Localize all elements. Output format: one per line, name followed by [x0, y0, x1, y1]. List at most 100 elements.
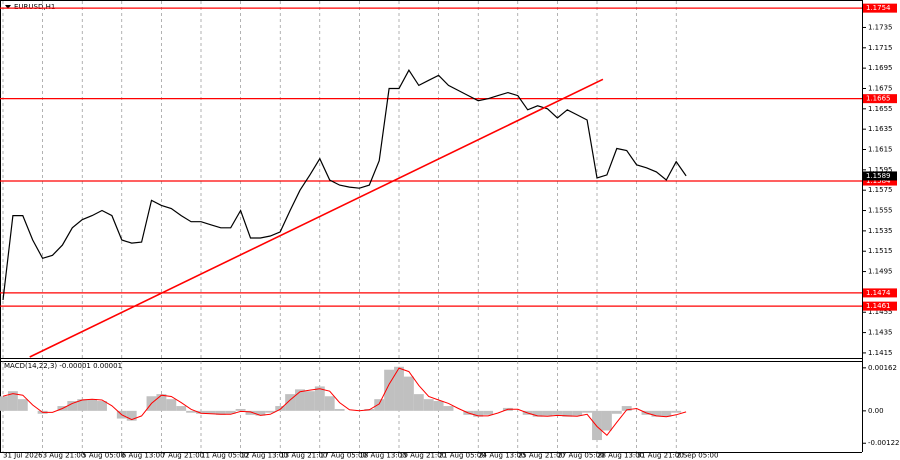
- level-label: 1.1584: [866, 177, 891, 185]
- histogram-bar: [394, 366, 404, 411]
- y-tick-label: 1.1635: [868, 125, 893, 133]
- histogram-bar: [374, 399, 385, 411]
- histogram-bar: [245, 410, 256, 415]
- y-tick-label: 0.00162: [868, 364, 897, 372]
- histogram-bar: [166, 399, 177, 411]
- histogram-bar: [552, 410, 563, 415]
- level-label-bg: [863, 288, 897, 298]
- y-tick-label: 1.1435: [868, 329, 893, 337]
- x-tick-label: 5 Aug 05:00: [82, 452, 125, 460]
- histogram-bar: [67, 401, 78, 411]
- y-tick-label: 1.1675: [868, 84, 893, 92]
- histogram-bar: [423, 399, 434, 411]
- y-tick-label: 1.1615: [868, 146, 893, 154]
- histogram-bar: [0, 396, 8, 411]
- x-tick-label: 6 Aug 13:00: [122, 452, 165, 460]
- x-tick-label: 2 Sep 05:00: [676, 452, 718, 460]
- x-tick-label: 28 Aug 13:00: [597, 452, 644, 460]
- x-tick-label: 31 Aug 21:00: [637, 452, 684, 460]
- x-tick-label: 11 Aug 05:00: [201, 452, 248, 460]
- histogram-bar: [582, 410, 593, 413]
- histogram-bar: [265, 410, 276, 413]
- chart-title: EURUSD,H1: [14, 3, 55, 11]
- level-label-bg: [863, 301, 897, 311]
- histogram-bar: [314, 386, 325, 411]
- histogram-bar: [443, 406, 454, 411]
- y-tick-label: 0.00: [868, 407, 884, 415]
- histogram-bar: [572, 410, 583, 416]
- histogram-bar: [601, 410, 612, 431]
- x-tick-label: 25 Aug 21:00: [518, 452, 565, 460]
- title-arrow: [5, 5, 11, 9]
- level-label-bg: [863, 94, 897, 104]
- histogram-bar: [97, 401, 107, 411]
- x-tick-label: 17 Aug 05:00: [320, 452, 367, 460]
- histogram-bar: [285, 394, 296, 411]
- histogram-bar: [384, 369, 395, 411]
- histogram-bar: [651, 410, 662, 417]
- signal-line: [2, 367, 687, 437]
- y-tick-label: 1.1575: [868, 186, 893, 194]
- y-tick-label: 1.1695: [868, 64, 893, 72]
- y-tick-label: 1.1715: [868, 44, 893, 52]
- level-label: 1.1754: [866, 4, 891, 12]
- histogram-bar: [413, 394, 424, 411]
- histogram-bar: [661, 410, 672, 417]
- histogram-bar: [215, 410, 226, 415]
- histogram-bar: [542, 410, 553, 416]
- x-tick-label: 19 Aug 21:00: [399, 452, 446, 460]
- x-tick-label: 21 Aug 05:00: [439, 452, 486, 460]
- histogram-bar: [176, 406, 187, 411]
- trend-line: [29, 78, 604, 358]
- y-tick-label: 1.1495: [868, 268, 893, 276]
- y-tick-label: 1.1735: [868, 23, 893, 31]
- histogram-bar: [235, 408, 246, 411]
- x-tick-label: 18 Aug 13:00: [359, 452, 406, 460]
- histogram-bar: [592, 410, 602, 441]
- y-tick-label: 1.1455: [868, 308, 893, 316]
- x-tick-label: 7 Aug 21:00: [161, 452, 204, 460]
- histogram-bar: [7, 391, 18, 411]
- level-label: 1.1665: [866, 95, 891, 103]
- level-label: 1.1461: [866, 302, 891, 310]
- histogram-bar: [473, 410, 484, 417]
- y-tick-label: 1.1515: [868, 247, 893, 255]
- histogram-bar: [196, 410, 206, 414]
- histogram-bar: [562, 410, 573, 417]
- y-tick-label: 1.1555: [868, 207, 893, 215]
- indicator-title: MACD(14,22,3) -0.00001 0.00001: [4, 362, 122, 370]
- x-tick-label: 13 Aug 21:00: [280, 452, 327, 460]
- histogram-bar: [295, 389, 305, 411]
- x-tick-label: 3 Aug 21:00: [43, 452, 86, 460]
- x-tick-label: 27 Aug 05:00: [557, 452, 604, 460]
- level-label-bg: [863, 176, 897, 186]
- histogram-bar: [324, 396, 335, 411]
- histogram-bar: [87, 399, 98, 411]
- histogram-bar: [433, 401, 444, 411]
- histogram-bar: [403, 376, 414, 411]
- x-tick-label: 31 Jul 2026: [3, 452, 43, 460]
- x-tick-label: 12 Aug 13:00: [241, 452, 288, 460]
- histogram-bar: [205, 410, 216, 414]
- histogram-bar: [483, 410, 494, 415]
- histogram-bar: [532, 410, 543, 417]
- y-tick-label: 1.1655: [868, 105, 893, 113]
- histogram-bar: [671, 410, 682, 413]
- level-label: 1.1474: [866, 289, 891, 297]
- histogram-bar: [275, 406, 286, 411]
- histogram-bar: [621, 406, 632, 411]
- histogram-bar: [156, 394, 167, 411]
- histogram-bar: [225, 410, 236, 414]
- price-line: [2, 69, 687, 301]
- y-tick-label: 1.1415: [868, 349, 893, 357]
- histogram-bar: [611, 410, 622, 414]
- level-label-bg: [863, 3, 897, 13]
- y-tick-label: 1.1595: [868, 166, 893, 174]
- histogram-bar: [334, 408, 345, 411]
- histogram-bar: [77, 399, 88, 411]
- histogram-bar: [17, 399, 28, 411]
- last-price-label: 1.1589: [866, 172, 891, 180]
- x-tick-label: 24 Aug 13:00: [478, 452, 525, 460]
